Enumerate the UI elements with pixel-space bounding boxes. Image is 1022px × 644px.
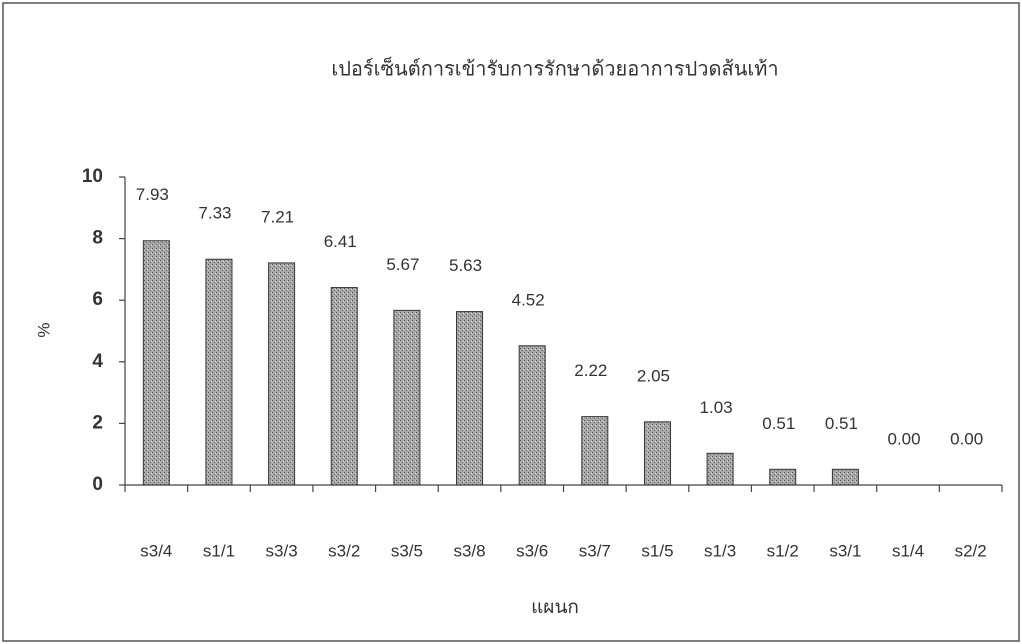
data-label: 1.03 — [700, 398, 733, 417]
y-tick-label: 2 — [92, 412, 103, 433]
x-tick-label: s3/3 — [266, 541, 298, 560]
chart-title: เปอร์เซ็นต์การเข้ารับการรักษาด้วยอาการปว… — [331, 55, 778, 80]
bar — [393, 309, 421, 486]
x-tick-label: s3/8 — [453, 541, 485, 560]
x-axis-label: แผนก — [531, 597, 579, 618]
bar — [142, 240, 170, 486]
x-tick-label: s3/1 — [829, 541, 861, 560]
data-label: 4.52 — [512, 290, 545, 309]
data-label: 0.51 — [762, 414, 795, 433]
x-tick-label: s3/7 — [579, 541, 611, 560]
x-tick-label: s1/4 — [892, 541, 924, 560]
data-label: 2.05 — [637, 366, 670, 385]
data-label: 7.21 — [261, 207, 294, 226]
bar — [268, 262, 296, 486]
x-tick-label: s1/1 — [203, 541, 235, 560]
bar — [643, 421, 671, 486]
y-tick-label: 0 — [92, 474, 103, 495]
x-tick-label: s3/2 — [328, 541, 360, 560]
data-label: 0.00 — [950, 429, 983, 448]
data-label: 2.22 — [574, 361, 607, 380]
bar — [831, 468, 859, 486]
y-tick-label: 6 — [92, 289, 103, 310]
data-label: 7.33 — [198, 204, 231, 223]
bar — [706, 452, 734, 486]
y-tick-label: 10 — [82, 166, 103, 187]
data-label: 5.67 — [386, 255, 419, 274]
x-tick-label: s1/2 — [767, 541, 799, 560]
bar — [769, 468, 797, 486]
x-tick-label: s3/6 — [516, 541, 548, 560]
x-tick-label: s2/2 — [955, 541, 987, 560]
data-label: 0.00 — [887, 429, 920, 448]
x-tick-label: s3/4 — [140, 541, 172, 560]
data-label: 0.51 — [825, 414, 858, 433]
x-tick-label: s1/5 — [641, 541, 673, 560]
data-label: 5.63 — [449, 256, 482, 275]
data-label: 6.41 — [324, 232, 357, 251]
bar — [581, 416, 609, 486]
y-axis-label: % — [34, 322, 53, 337]
bar — [205, 258, 233, 486]
x-tick-label: s1/3 — [704, 541, 736, 560]
data-label: 7.93 — [136, 185, 169, 204]
bar — [456, 311, 484, 486]
bar — [330, 287, 358, 486]
bar — [518, 345, 546, 486]
x-tick-label: s3/5 — [391, 541, 423, 560]
y-tick-label: 4 — [92, 351, 103, 372]
y-tick-label: 8 — [92, 228, 103, 249]
